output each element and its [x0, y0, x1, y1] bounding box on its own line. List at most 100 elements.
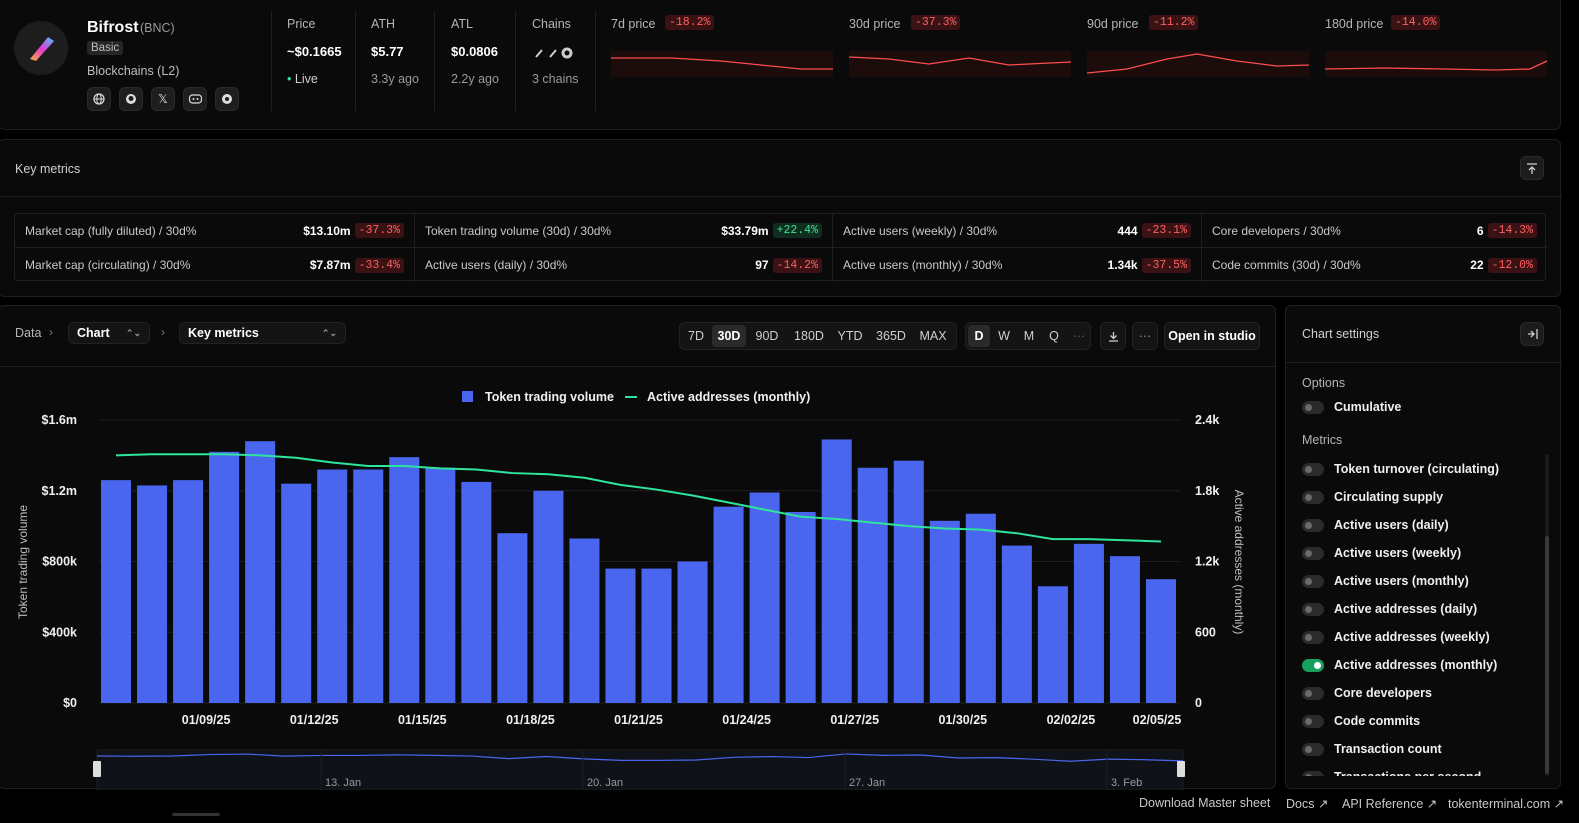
metric-cell[interactable]: Active users (daily) / 30d% 97 -14.2% [415, 248, 833, 282]
range-ytd-button[interactable]: YTD [837, 329, 863, 343]
combo-chart[interactable]: Token trading volume Active addresses (mo… [0, 367, 1275, 790]
metric-toggle[interactable] [1302, 463, 1324, 476]
docs-link[interactable]: Docs ↗ [1286, 797, 1329, 811]
metric-change: -14.3% [1487, 223, 1537, 238]
x-tick-label: 01/21/25 [614, 713, 663, 727]
volume-bar [713, 506, 744, 703]
github-icon[interactable] [119, 87, 143, 111]
granularity-more-button[interactable]: ··· [1072, 329, 1086, 343]
chain-icons[interactable] [534, 46, 576, 63]
dataset-select[interactable]: Key metrics ⌃⌄ [179, 322, 346, 344]
spark-label: 180d price [1325, 17, 1384, 31]
range-90d-button[interactable]: 90D [755, 329, 779, 343]
metric-label: Token trading volume (30d) / 30d% [425, 223, 612, 238]
volume-bar [821, 439, 852, 703]
range-selector: 7D 30D 90D 180D YTD 365D MAX [679, 322, 957, 350]
range-30d-button[interactable]: 30D [712, 325, 746, 347]
website-link[interactable]: tokenterminal.com ↗ [1448, 797, 1565, 811]
metric-toggle[interactable] [1302, 771, 1324, 776]
granularity-q-button[interactable]: Q [1049, 329, 1059, 343]
metric-toggle[interactable] [1302, 603, 1324, 616]
metric-toggle[interactable] [1302, 491, 1324, 504]
metric-value: 22 [1470, 258, 1484, 272]
price-label: Price [287, 17, 316, 31]
metrics-title: Metrics [1302, 433, 1343, 447]
range-navigator [96, 749, 1184, 790]
granularity-m-button[interactable]: M [1023, 329, 1035, 343]
volume-bar [569, 538, 600, 703]
metric-value: $33.79m [721, 223, 769, 238]
download-icon [1108, 331, 1118, 342]
metric-cell[interactable]: Active users (monthly) / 30d% 1.34k -37.5% [833, 248, 1202, 282]
metric-cell[interactable]: Code commits (30d) / 30d% 22 -12.0% [1202, 248, 1547, 282]
legend-label: Active addresses (monthly) [647, 390, 810, 404]
volume-bar [389, 457, 420, 703]
metric-toggle[interactable] [1302, 631, 1324, 644]
metric-change: -37.5% [1141, 257, 1191, 273]
granularity-selector: D W M Q ··· [965, 322, 1091, 350]
metric-toggle[interactable] [1302, 659, 1324, 672]
chart-type-select[interactable]: Chart ⌃⌄ [68, 322, 150, 344]
metric-label: Code commits (30d) / 30d% [1212, 258, 1361, 272]
range-180d-button[interactable]: 180D [794, 329, 824, 343]
range-365d-button[interactable]: 365D [876, 329, 906, 343]
atl-age: 2.2y ago [451, 72, 499, 86]
x-icon[interactable]: 𝕏 [151, 87, 175, 111]
download-button[interactable] [1100, 322, 1126, 350]
navigator-right-handle [1177, 761, 1185, 777]
collapse-up-icon [1527, 162, 1537, 174]
cumulative-toggle[interactable] [1302, 401, 1324, 414]
metric-cell[interactable]: Token trading volume (30d) / 30d% $33.79m… [415, 214, 833, 248]
breadcrumb-data[interactable]: Data [15, 326, 42, 340]
spark-change: -37.3% [911, 15, 961, 30]
more-button[interactable]: ··· [1132, 322, 1158, 350]
x-tick-label: 01/30/25 [938, 713, 987, 727]
metric-cell[interactable]: Market cap (fully diluted) / 30d% $13.10m… [15, 214, 415, 248]
metric-toggle[interactable] [1302, 519, 1324, 532]
api-reference-link[interactable]: API Reference ↗ [1342, 797, 1438, 811]
navigator-series [96, 753, 1184, 762]
metric-toggle[interactable] [1302, 687, 1324, 700]
x-tick-label: 01/15/25 [398, 713, 447, 727]
spark-90d: 90d price -11.2% [1087, 11, 1309, 81]
live-indicator: • Live [287, 72, 318, 86]
collapse-button[interactable] [1520, 156, 1544, 180]
spark-label: 30d price [849, 17, 901, 31]
y-tick-label: $800k [42, 555, 77, 569]
spark-change: -11.2% [1149, 15, 1199, 30]
download-master-sheet-link[interactable]: Download Master sheet [1139, 796, 1271, 810]
metric-cell[interactable]: Active users (weekly) / 30d% 444 -23.1% [833, 214, 1202, 248]
navigator-left-handle [93, 761, 101, 777]
footer: Download Master sheet Docs ↗ API Referen… [0, 792, 1579, 823]
metric-toggle[interactable] [1302, 575, 1324, 588]
range-max-button[interactable]: MAX [919, 329, 947, 343]
granularity-d-button[interactable]: D [968, 325, 990, 347]
metric-value: 444 [1117, 223, 1138, 238]
collapse-panel-button[interactable] [1520, 322, 1544, 346]
volume-bar [173, 480, 204, 703]
chains-count: 3 chains [532, 72, 579, 86]
metric-label: Active users (daily) / 30d% [425, 258, 568, 272]
volume-bar [893, 460, 924, 703]
horizontal-scrollbar[interactable] [172, 813, 220, 816]
discord-icon[interactable] [183, 87, 207, 111]
metric-toggle[interactable] [1302, 547, 1324, 560]
forum-icon[interactable] [215, 87, 239, 111]
open-in-studio-button[interactable]: Open in studio [1164, 322, 1260, 350]
dataset-value: Key metrics [188, 326, 259, 340]
volume-bar [749, 492, 780, 703]
x-tick-label: 01/24/25 [722, 713, 771, 727]
globe-icon[interactable] [87, 87, 111, 111]
metric-cell[interactable]: Market cap (circulating) / 30d% $7.87m -33… [15, 248, 415, 282]
metrics-grid: Market cap (fully diluted) / 30d% $13.10m… [14, 213, 1547, 282]
navigator-label: 20. Jan [587, 777, 623, 789]
metric-cell[interactable]: Core developers / 30d% 6 -14.3% [1202, 214, 1547, 248]
metric-toggle[interactable] [1302, 743, 1324, 756]
x-tick-label: 01/27/25 [830, 713, 879, 727]
volume-bar [677, 561, 708, 703]
metric-toggle[interactable] [1302, 715, 1324, 728]
y2-tick-label: 1.8k [1195, 484, 1219, 498]
granularity-w-button[interactable]: W [998, 329, 1010, 343]
range-7d-button[interactable]: 7D [688, 329, 704, 343]
settings-scrollbar[interactable] [1545, 454, 1549, 776]
